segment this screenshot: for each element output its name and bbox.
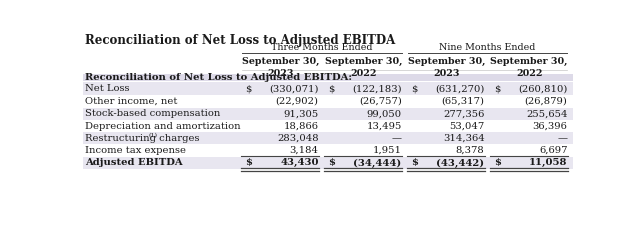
Text: Adjusted EBITDA: Adjusted EBITDA [85,158,183,167]
Text: 13,495: 13,495 [366,122,402,130]
Text: 11,058: 11,058 [529,158,568,167]
Text: —: — [392,134,402,143]
Text: Reconciliation of Net Loss to Adjusted EBITDA: Reconciliation of Net Loss to Adjusted E… [84,34,395,47]
Text: 6,697: 6,697 [539,146,568,155]
Text: 314,364: 314,364 [443,134,484,143]
Text: Net Loss: Net Loss [85,84,130,93]
Text: 255,654: 255,654 [526,109,568,118]
Text: (22,902): (22,902) [276,97,319,106]
Bar [83,95,573,108]
Text: Stock-based compensation: Stock-based compensation [85,109,221,118]
Text: 8,378: 8,378 [456,146,484,155]
Text: Nine Months Ended: Nine Months Ended [440,43,536,52]
Text: (260,810): (260,810) [518,84,568,93]
Text: Restructuring charges: Restructuring charges [85,134,200,143]
Text: $: $ [328,158,335,167]
Text: September 30,
2023: September 30, 2023 [408,58,485,78]
Text: (26,879): (26,879) [525,97,568,106]
Text: 283,048: 283,048 [277,134,319,143]
Text: 53,047: 53,047 [449,122,484,130]
Bar [83,74,573,81]
Text: (43,442): (43,442) [436,158,484,168]
Text: Three Months Ended: Three Months Ended [271,43,372,52]
Text: Other income, net: Other income, net [85,97,178,106]
Text: 91,305: 91,305 [284,109,319,118]
Text: $: $ [494,84,500,93]
Text: 99,050: 99,050 [367,109,402,118]
Text: 18,866: 18,866 [284,122,319,130]
Text: 1,951: 1,951 [372,146,402,155]
Text: $: $ [411,158,418,167]
Text: $: $ [328,84,334,93]
Text: 277,356: 277,356 [443,109,484,118]
Text: —: — [557,134,568,143]
Text: (26,757): (26,757) [359,97,402,106]
Bar [83,145,573,157]
Text: (330,071): (330,071) [269,84,319,93]
Text: (122,183): (122,183) [352,84,402,93]
Text: $: $ [494,158,501,167]
Text: September 30,
2022: September 30, 2022 [324,58,402,78]
Text: (1): (1) [148,133,157,139]
Text: (631,270): (631,270) [435,84,484,93]
Text: $: $ [245,158,252,167]
Bar [83,157,573,169]
Text: $: $ [245,84,252,93]
Bar [83,82,573,95]
Text: (65,317): (65,317) [442,97,484,106]
Text: 36,396: 36,396 [532,122,568,130]
Text: September 30,
2023: September 30, 2023 [242,58,319,78]
Text: $: $ [411,84,417,93]
Text: 3,184: 3,184 [290,146,319,155]
Text: 43,430: 43,430 [280,158,319,167]
Text: Depreciation and amortization: Depreciation and amortization [85,122,241,130]
Text: (34,444): (34,444) [353,158,402,168]
Text: Income tax expense: Income tax expense [85,146,186,155]
Text: September 30,
2022: September 30, 2022 [490,58,568,78]
Bar [83,120,573,132]
Text: Reconciliation of Net Loss to Adjusted EBITDA:: Reconciliation of Net Loss to Adjusted E… [85,73,353,82]
Bar [83,132,573,145]
Bar [83,108,573,120]
